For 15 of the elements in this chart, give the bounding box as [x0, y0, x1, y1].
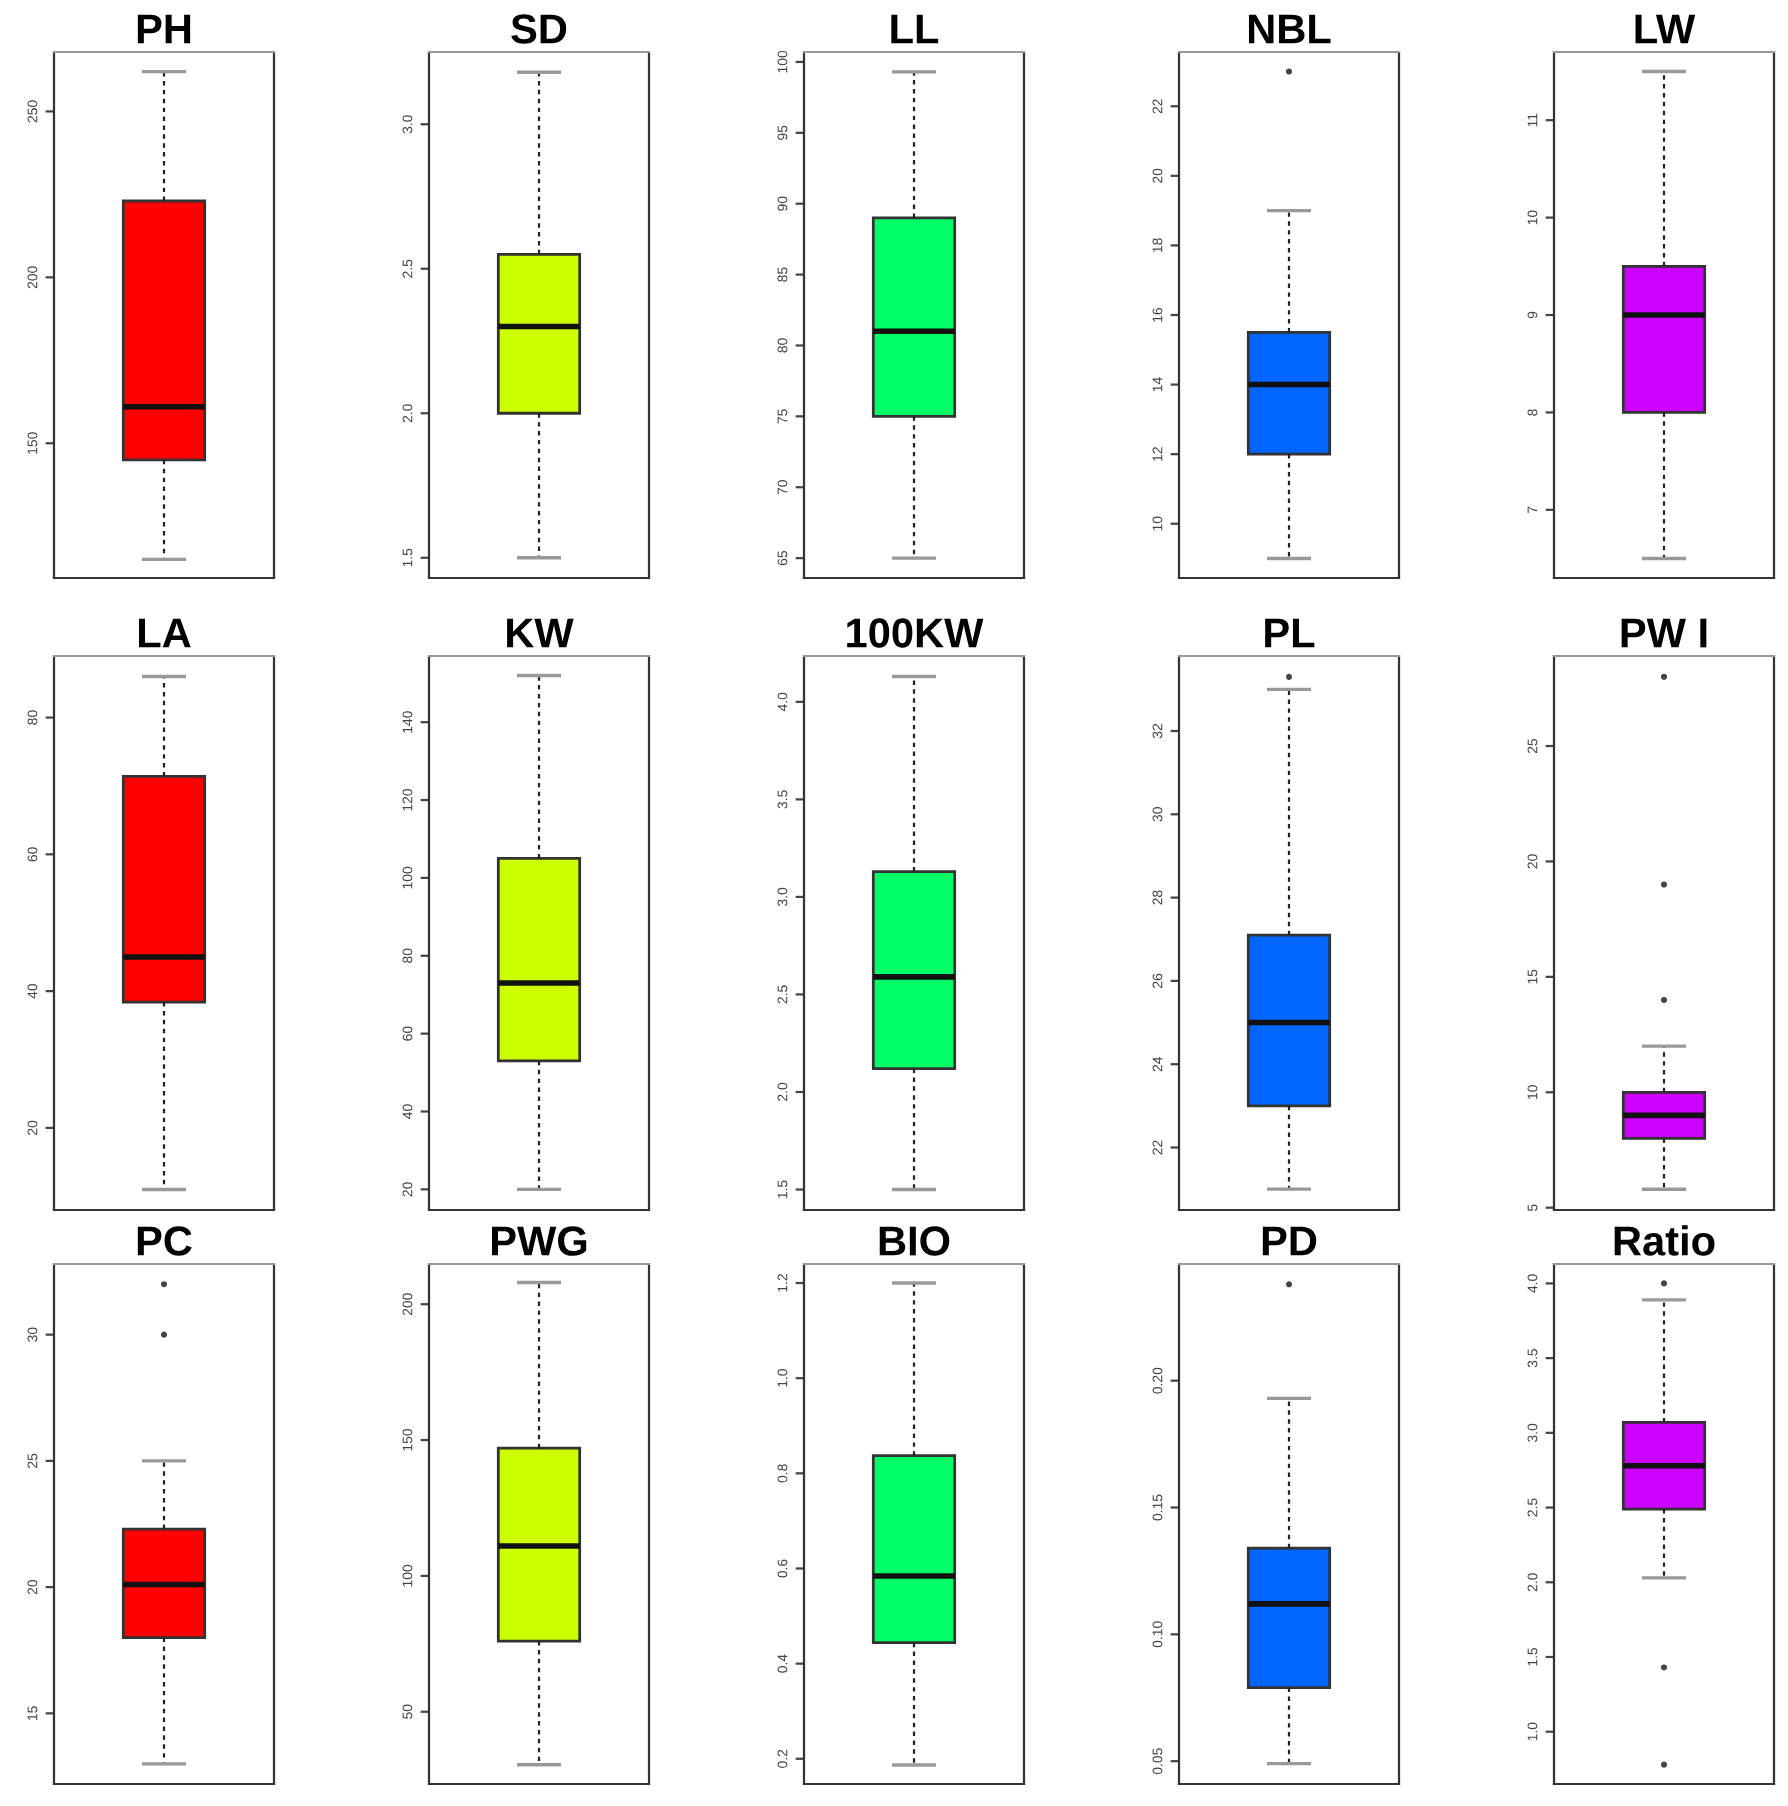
- chart-title: 100KW: [847, 618, 984, 648]
- chart-title: LL: [891, 14, 939, 44]
- chart-title: PD: [1262, 1226, 1317, 1256]
- chart-title: SD: [511, 14, 567, 44]
- chart-title: PWG: [492, 1226, 587, 1256]
- chart-title: PH: [137, 14, 191, 44]
- chart-title: PC: [137, 1226, 192, 1256]
- chart-title: PL: [1265, 618, 1315, 648]
- chart-title: BIO: [879, 1226, 950, 1256]
- chart-title: NBL: [1248, 14, 1331, 44]
- chart-title: LA: [139, 618, 191, 648]
- chart-title: PW I: [1621, 618, 1707, 648]
- chart-title: LW: [1635, 14, 1696, 44]
- chart-title: Ratio: [1614, 1225, 1715, 1256]
- chart-title: KW: [507, 618, 574, 648]
